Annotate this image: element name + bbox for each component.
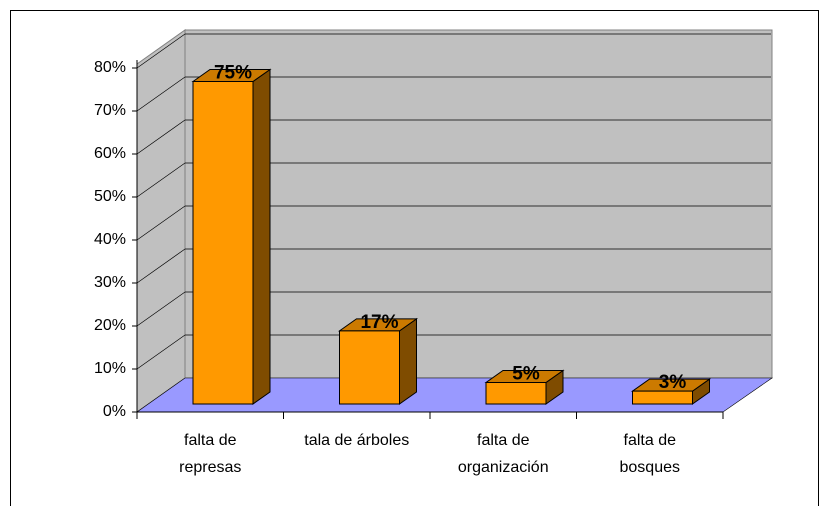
grid-line <box>136 334 186 370</box>
grid-line <box>136 33 186 69</box>
x-tick-label: tala de árboles <box>304 432 410 449</box>
bar <box>192 81 254 405</box>
y-tick-label: 50% <box>94 188 126 205</box>
data-label: 5% <box>512 364 540 385</box>
left-wall <box>136 29 186 413</box>
grid-line <box>136 162 186 198</box>
bar-side <box>252 68 271 405</box>
bar <box>339 330 400 405</box>
data-label: 75% <box>214 63 252 84</box>
y-tick-label: 80% <box>94 59 126 76</box>
bar <box>485 382 547 405</box>
y-tick-label: 40% <box>94 231 126 248</box>
data-label: 17% <box>360 312 398 333</box>
y-tick-label: 60% <box>94 145 126 162</box>
grid-line <box>136 76 186 112</box>
grid-line <box>136 248 186 284</box>
y-tick-label: 70% <box>94 102 126 119</box>
back-wall <box>184 29 773 379</box>
bar-side <box>399 317 417 405</box>
x-tick-label: falta de represas <box>179 432 242 476</box>
bar <box>632 390 693 405</box>
y-tick-label: 10% <box>94 360 126 377</box>
grid-line <box>136 291 186 327</box>
data-label: 3% <box>659 372 687 393</box>
x-tick-label: falta de bosques <box>619 432 681 476</box>
grid-line <box>136 205 186 241</box>
grid-line <box>136 119 186 155</box>
y-tick-label: 20% <box>94 317 126 334</box>
x-tick-label: falta de organización <box>457 432 549 476</box>
y-tick-label: 30% <box>94 274 126 291</box>
y-tick-label: 0% <box>103 403 126 420</box>
